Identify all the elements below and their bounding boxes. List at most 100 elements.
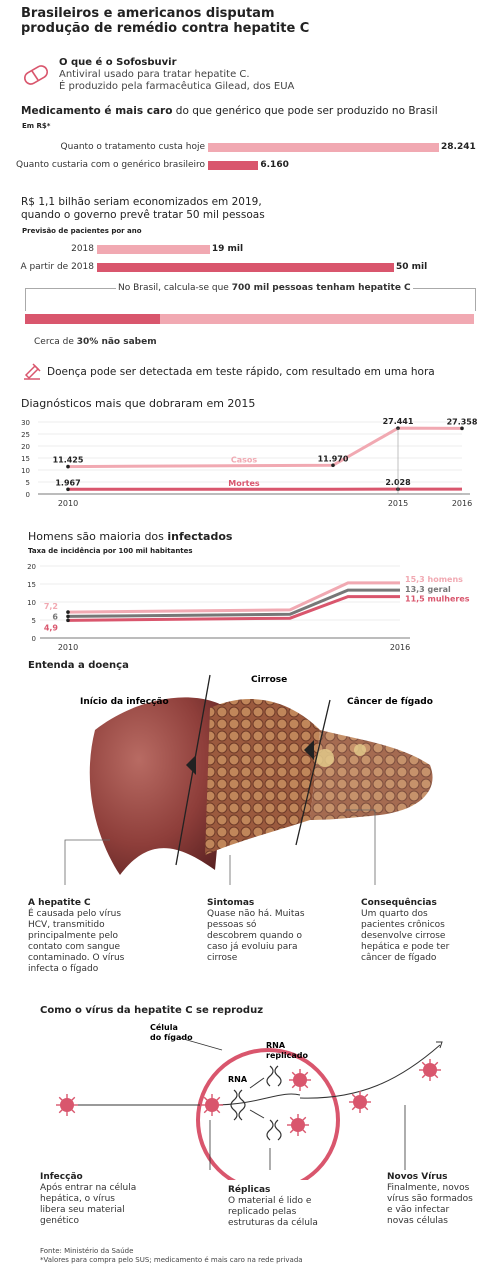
bar [208, 161, 259, 170]
y-tick-label: 0 [32, 635, 36, 643]
unaware-fill [25, 314, 160, 324]
virus-icon [56, 1094, 78, 1116]
data-label: 27.358 [447, 417, 478, 426]
bar-category-label: 2018 [71, 244, 94, 254]
x-tick-label: 2015 [388, 499, 408, 508]
bar-value-label: 50 mil [396, 262, 428, 272]
prevalence-text: No Brasil, calcula-se que 700 mil pessoa… [116, 283, 413, 293]
data-point [66, 464, 70, 469]
liver-cell [196, 1048, 340, 1180]
x-tick-label: 2010 [58, 499, 78, 508]
virus-diagram: RNA RNA replicado Célula do fígado [56, 1022, 443, 1180]
x-tick-label: 2016 [390, 643, 410, 652]
annotation-consequences: Consequências Um quarto dos pacientes crô… [361, 898, 450, 963]
y-tick-label: 15 [27, 581, 36, 589]
sofosbuvir-box: O que é o Sofosbuvir Antiviral usado par… [59, 57, 295, 92]
liver-cirrhosis [205, 699, 320, 855]
liver-heading: Entenda a doença [28, 660, 129, 671]
data-point [66, 618, 70, 623]
page-title: Brasileiros e americanos disputam produç… [21, 6, 310, 36]
diagnoses-title: Diagnósticos mais que dobraram em 2015 [21, 397, 256, 410]
data-point [331, 463, 335, 468]
virus-icon [419, 1059, 441, 1081]
stage-3-label: Câncer de fígado [347, 697, 433, 707]
series-label: Mortes [228, 479, 260, 488]
data-point [66, 487, 70, 492]
stage-2-label: Cirrose [251, 675, 287, 685]
test-tube-icon [24, 363, 41, 380]
bar [97, 245, 210, 254]
bar-value-label: 6.160 [260, 160, 289, 170]
liver-healthy [89, 697, 230, 875]
bar-value-label: 28.241 [441, 142, 476, 152]
liver-cancer [310, 730, 433, 820]
start-label: 4,9 [44, 623, 59, 632]
y-tick-label: 5 [32, 617, 36, 625]
end-label: 11,5 mulheres [405, 595, 470, 604]
data-point [66, 614, 70, 619]
incidence-title: Homens são maioria dos infectados [28, 530, 233, 543]
virus-icon [289, 1069, 311, 1091]
savings-sub: Previsão de pacientes por ano [22, 227, 142, 235]
rna-strand [230, 1089, 246, 1121]
data-label: 11.425 [53, 456, 84, 465]
cost-heading: Medicamento é mais caro do que genérico … [21, 105, 438, 117]
y-tick-label: 10 [21, 467, 30, 475]
rna-replicated [266, 1065, 282, 1141]
rna-label: RNA [228, 1075, 248, 1084]
end-label: 15,3 homens [405, 575, 463, 584]
bar [97, 263, 394, 272]
cost-unit: Em R$* [22, 122, 51, 130]
cell-label: Célula do fígado [150, 1022, 193, 1042]
virus-icon [201, 1094, 223, 1116]
start-label: 7,2 [44, 602, 58, 611]
y-tick-label: 30 [21, 419, 30, 427]
prevalence-bar [25, 314, 474, 324]
end-label: 13,3 geral [405, 585, 451, 594]
x-tick-label: 2010 [58, 643, 78, 652]
virus-icon [349, 1091, 371, 1113]
test-text: Doença pode ser detectada em teste rápid… [47, 366, 435, 378]
liver-illustration: Início da infecção Cirrose Câncer de fíg… [64, 674, 433, 885]
series-line-casos [67, 426, 463, 469]
rna-replicated-label: RNA replicado [266, 1041, 308, 1060]
data-point [460, 426, 464, 431]
annotation-symptoms: Sintomas Quase não há. Muitas pessoas só … [207, 898, 305, 963]
start-label: 6 [52, 612, 58, 621]
footer: Fonte: Ministério da Saúde *Valores para… [40, 1247, 303, 1264]
y-tick-label: 10 [27, 599, 36, 607]
y-tick-label: 0 [26, 491, 30, 499]
savings-text: R$ 1,1 bilhão seriam economizados em 201… [21, 196, 265, 221]
series-line-mulheres [67, 595, 400, 622]
y-tick-label: 20 [27, 563, 36, 571]
bar [208, 143, 439, 152]
y-tick-label: 15 [21, 455, 30, 463]
series-label: Casos [231, 455, 258, 464]
caption-replicas: Réplicas O material é lido e replicado pe… [228, 1185, 318, 1228]
data-label: 27.441 [383, 417, 414, 426]
unaware-label: Cerca de 30% não sabem [34, 337, 157, 347]
tumor [354, 744, 366, 756]
tumor [316, 749, 334, 767]
bar-category-label: Quanto o tratamento custa hoje [60, 142, 205, 152]
data-label: 1.967 [55, 478, 80, 487]
stage-1-label: Início da infecção [80, 697, 169, 707]
exit-arrow [299, 1044, 441, 1099]
x-tick-label: 2016 [452, 499, 472, 508]
caption-infection: Infecção Após entrar na célula hepática, … [40, 1172, 137, 1226]
y-tick-label: 25 [21, 431, 30, 439]
incidence-sub: Taxa de incidência por 100 mil habitante… [28, 547, 193, 555]
y-tick-label: 20 [21, 443, 30, 451]
bar-category-label: Quanto custaria com o genérico brasileir… [16, 160, 205, 170]
caption-new-virus: Novos Vírus Finalmente, novos vírus são f… [387, 1172, 473, 1226]
data-label: 11.970 [318, 454, 349, 463]
y-tick-label: 5 [26, 479, 30, 487]
incidence-chart: 0 5 10 15 20 2010 2016 7,2 15,3 homens 6 13,3 gera… [27, 563, 470, 652]
pill-icon [24, 65, 48, 85]
bar-category-label: A partir de 2018 [20, 262, 94, 272]
diagnoses-chart: 0 5 10 15 20 25 30 2010 2015 2016 Casos 11.425 11.97… [21, 417, 478, 508]
series-line-homens [67, 581, 400, 614]
data-point [66, 610, 70, 614]
series-line-geral [67, 588, 400, 618]
